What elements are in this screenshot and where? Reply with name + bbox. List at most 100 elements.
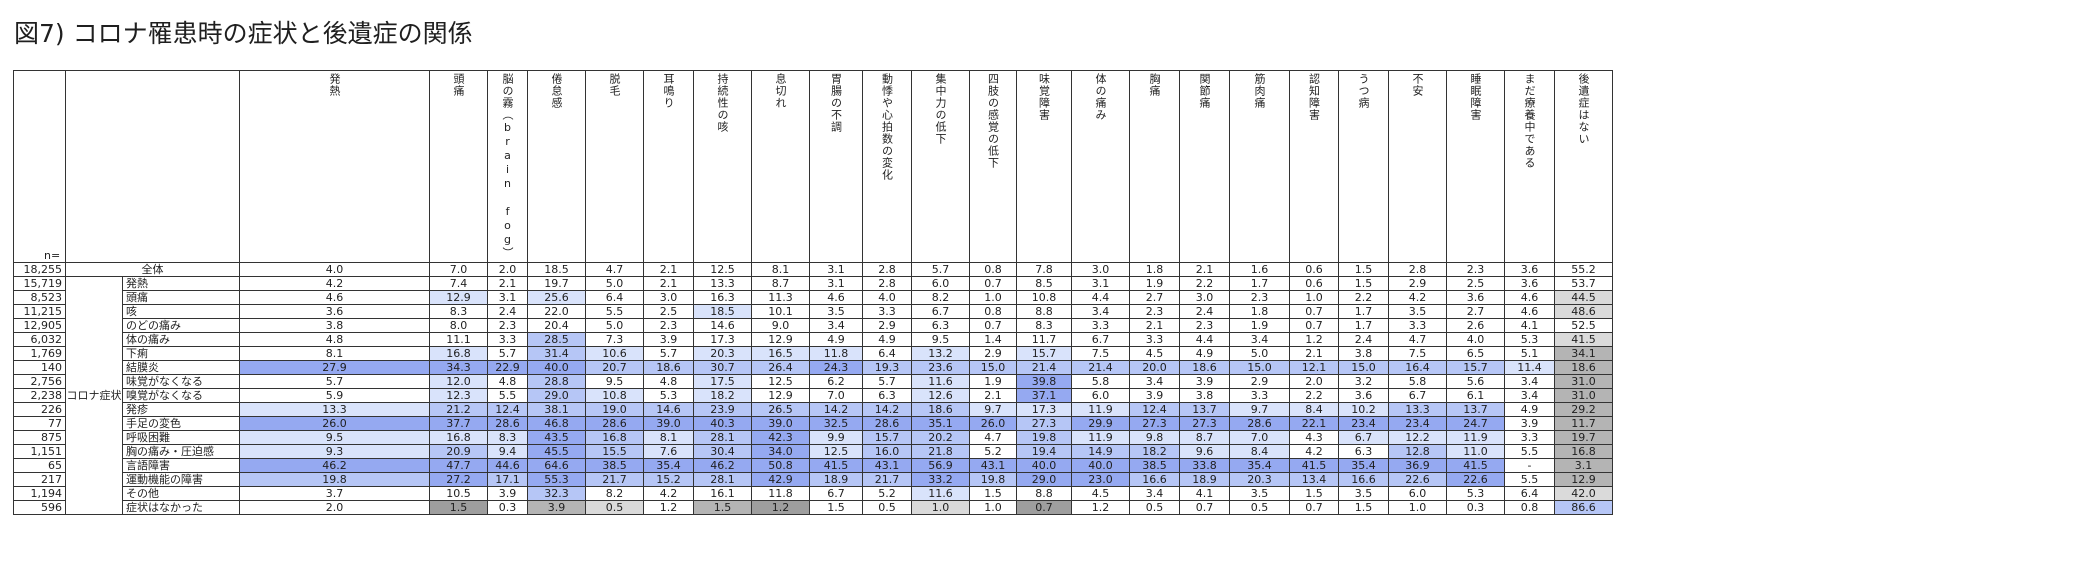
table-cell: 50.8 [751, 458, 810, 473]
column-header-text: 発熱 [328, 73, 341, 97]
table-cell: 3.8 [1179, 388, 1230, 403]
table-row: 2,756 味覚がなくなる 5.7 12.0 4.8 28.8 9.5 4.8 17.5 12.5… [13, 374, 1613, 389]
table-cell: 25.6 [527, 290, 586, 305]
table-cell: 4.9 [1179, 346, 1230, 361]
table-cell: 1.5 [1289, 486, 1339, 501]
column-header: 認知障害 [1289, 70, 1339, 263]
table-cell: 39.8 [1016, 374, 1072, 389]
table-cell: 5.7 [862, 374, 912, 389]
table-cell: 41.5 [809, 458, 863, 473]
column-header: 耳鳴り [643, 70, 694, 263]
table-cell: 13.3 [693, 276, 752, 291]
table-cell: 3.0 [643, 290, 694, 305]
table-cell: 5.8 [1388, 374, 1447, 389]
table-cell: 0.8 [1504, 500, 1555, 515]
table-cell: 48.6 [1554, 304, 1613, 319]
table-cell: 28.6 [1229, 416, 1290, 431]
table-cell: 4.1 [1179, 486, 1230, 501]
column-header: 息切れ [751, 70, 810, 263]
column-header: 味覚障害 [1016, 70, 1072, 263]
table-cell: 2.4 [487, 304, 528, 319]
column-header: 倦怠感 [527, 70, 586, 263]
row-label: のどの痛み [122, 318, 240, 333]
table-cell: 5.5 [585, 304, 644, 319]
table-cell: 7.0 [1229, 430, 1290, 445]
column-header-text: 睡眠障害 [1469, 73, 1482, 121]
column-header-text: 四肢の感覚の低下 [986, 73, 1000, 169]
table-cell: 10.5 [429, 486, 488, 501]
table-cell: 21.7 [585, 472, 644, 487]
table-cell: 11.8 [751, 486, 810, 501]
table-cell: 19.3 [862, 360, 912, 375]
column-header-text: 集中力の低下 [934, 73, 947, 145]
row-n: 12,905 [13, 318, 66, 333]
table-cell: 1.5 [693, 500, 752, 515]
table-cell: 12.5 [809, 444, 863, 459]
table-cell: 24.3 [809, 360, 863, 375]
table-cell: 38.5 [585, 458, 644, 473]
table-cell: 27.9 [239, 360, 430, 375]
row-n: 875 [13, 430, 66, 445]
table-cell: 26.4 [751, 360, 810, 375]
table-cell: 9.8 [1129, 430, 1180, 445]
table-cell: 13.4 [1289, 472, 1339, 487]
table-cell: 28.1 [693, 472, 752, 487]
table-cell: 6.5 [1446, 346, 1505, 361]
table-cell: 2.9 [1388, 276, 1447, 291]
table-cell: 2.5 [643, 304, 694, 319]
row-n: 18,255 [13, 262, 66, 277]
table-cell: 2.9 [1229, 374, 1290, 389]
table-cell: 6.4 [585, 290, 644, 305]
table-cell: 3.5 [1338, 486, 1389, 501]
table-cell: 8.4 [1229, 444, 1290, 459]
table-cell: 4.6 [1504, 304, 1555, 319]
table-cell: 7.4 [429, 276, 488, 291]
table-cell: 1.2 [1289, 332, 1339, 347]
table-cell: 7.5 [1071, 346, 1130, 361]
table-cell: 4.7 [969, 430, 1017, 445]
table-cell: 33.8 [1179, 458, 1230, 473]
table-cell: 29.0 [1016, 472, 1072, 487]
table-cell: 10.8 [585, 388, 644, 403]
row-n: 226 [13, 402, 66, 417]
table-cell: 14.2 [862, 402, 912, 417]
table-cell: 20.3 [1229, 472, 1290, 487]
table-cell: 32.5 [809, 416, 863, 431]
table-cell: 15.7 [1446, 360, 1505, 375]
table-cell: 3.3 [1229, 388, 1290, 403]
row-label: 発熱 [122, 276, 240, 291]
table-cell: 3.0 [1071, 262, 1130, 277]
table-cell: 2.0 [239, 500, 430, 515]
table-cell: 21.7 [862, 472, 912, 487]
table-cell: 9.6 [1179, 444, 1230, 459]
table-cell: 20.0 [1129, 360, 1180, 375]
table-cell: 16.6 [1129, 472, 1180, 487]
table-cell: 19.8 [1016, 430, 1072, 445]
table-cell: 3.4 [1229, 332, 1290, 347]
table-cell: 0.6 [1289, 262, 1339, 277]
table-cell: 31.0 [1554, 388, 1613, 403]
table-cell: 3.6 [1338, 388, 1389, 403]
table-cell: 3.4 [1504, 388, 1555, 403]
table-cell: 21.4 [1071, 360, 1130, 375]
table-cell: 0.7 [1289, 500, 1339, 515]
table-cell: 42.3 [751, 430, 810, 445]
column-header-text: 持続性の咳 [716, 73, 729, 133]
table-cell: 2.1 [643, 262, 694, 277]
row-n: 140 [13, 360, 66, 375]
table-cell: 3.9 [643, 332, 694, 347]
column-header-text: 胸痛 [1148, 73, 1161, 97]
row-label: 体の痛み [122, 332, 240, 347]
table-cell: 19.0 [585, 402, 644, 417]
table-cell: 4.2 [1388, 290, 1447, 305]
table-cell: 19.8 [969, 472, 1017, 487]
table-cell: 1.5 [809, 500, 863, 515]
table-cell: 6.0 [911, 276, 970, 291]
row-label: 嗅覚がなくなる [122, 388, 240, 403]
table-cell: 4.2 [1289, 444, 1339, 459]
table-cell: 3.6 [1446, 290, 1505, 305]
table-cell: 10.2 [1338, 402, 1389, 417]
table-cell: 7.3 [585, 332, 644, 347]
table-cell: 35.1 [911, 416, 970, 431]
table-cell: 0.8 [969, 262, 1017, 277]
